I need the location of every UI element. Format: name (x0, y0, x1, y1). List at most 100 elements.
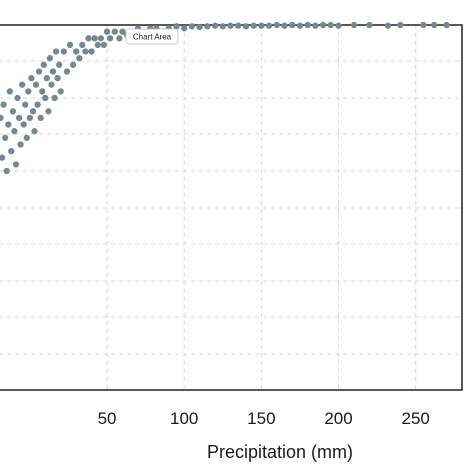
data-point-0-88 (335, 22, 342, 29)
data-point-0-53 (100, 41, 108, 49)
x-tick-label-250: 250 (402, 409, 430, 428)
data-point-0-86 (319, 21, 327, 29)
data-point-0-54 (103, 28, 111, 35)
tooltip-label: Chart Area (133, 33, 172, 42)
data-point-0-0 (0, 114, 4, 122)
data-point-0-4 (3, 167, 10, 175)
data-point-0-18 (25, 88, 32, 95)
data-point-0-94 (431, 21, 438, 29)
data-point-0-5 (5, 121, 12, 128)
chart-area-tooltip: Chart Area (125, 28, 179, 45)
data-point-0-28 (40, 61, 47, 68)
x-tick-label-50: 50 (98, 409, 117, 428)
data-point-0-52 (97, 35, 105, 42)
data-point-0-74 (227, 22, 234, 29)
x-tick-labels: 50 100 150 200 250 (98, 409, 430, 428)
data-point-0-48 (85, 35, 92, 42)
data-point-0-70 (196, 23, 203, 31)
data-point-0-72 (211, 22, 219, 29)
data-point-0-83 (296, 22, 304, 29)
data-point-0-36 (52, 48, 60, 55)
data-point-0-37 (54, 74, 61, 82)
data-point-0-84 (304, 21, 311, 29)
data-point-0-30 (43, 74, 50, 82)
data-point-0-73 (219, 23, 226, 30)
data-point-0-22 (31, 128, 38, 135)
data-point-0-25 (35, 68, 43, 75)
data-point-0-78 (258, 22, 265, 29)
data-point-0-21 (29, 108, 37, 115)
data-point-0-39 (57, 88, 64, 95)
data-point-0-41 (63, 68, 71, 75)
grid-lines (0, 25, 462, 390)
data-point-0-76 (242, 23, 250, 30)
data-points (0, 21, 450, 175)
data-point-0-44 (73, 48, 80, 55)
data-point-0-43 (69, 61, 77, 68)
data-point-0-23 (32, 81, 40, 88)
data-point-0-34 (49, 68, 57, 75)
data-point-0-95 (443, 21, 450, 29)
data-point-0-14 (19, 81, 26, 88)
data-point-0-3 (2, 134, 9, 141)
data-point-0-87 (327, 21, 334, 29)
data-point-0-42 (66, 41, 74, 49)
data-point-0-32 (46, 55, 54, 62)
data-point-0-19 (26, 114, 34, 122)
data-point-0-80 (273, 21, 280, 29)
data-point-0-69 (188, 23, 196, 30)
data-point-0-91 (384, 22, 392, 29)
data-point-0-51 (94, 41, 101, 49)
data-point-0-24 (34, 101, 41, 108)
data-point-0-38 (56, 61, 63, 68)
data-point-0-81 (281, 22, 288, 29)
data-point-0-9 (11, 128, 18, 135)
data-point-0-17 (23, 134, 30, 141)
data-point-0-7 (8, 147, 15, 155)
data-point-0-10 (12, 161, 20, 168)
data-point-0-57 (116, 35, 123, 42)
data-point-0-15 (20, 121, 27, 128)
data-point-0-90 (366, 21, 373, 29)
data-point-0-75 (235, 22, 242, 29)
data-point-0-6 (6, 88, 13, 95)
data-point-0-12 (15, 114, 23, 122)
data-point-0-77 (250, 22, 257, 29)
data-point-0-13 (17, 141, 24, 148)
data-point-0-71 (204, 23, 211, 30)
data-point-0-26 (37, 114, 44, 122)
data-point-0-85 (312, 22, 319, 29)
data-point-0-2 (0, 101, 7, 108)
data-point-0-29 (42, 94, 49, 102)
x-tick-label-100: 100 (170, 409, 198, 428)
x-tick-label-200: 200 (324, 409, 352, 428)
data-point-0-55 (106, 35, 114, 42)
data-point-0-27 (39, 88, 46, 95)
data-point-0-79 (265, 22, 273, 29)
data-point-0-46 (79, 41, 86, 49)
data-point-0-40 (60, 48, 67, 55)
data-point-0-47 (82, 48, 89, 55)
data-point-0-67 (173, 23, 180, 30)
data-point-0-56 (111, 28, 118, 35)
data-point-0-89 (350, 21, 358, 29)
data-point-0-93 (420, 21, 427, 29)
data-point-0-45 (76, 55, 83, 62)
data-point-0-50 (91, 35, 98, 42)
data-point-0-68 (181, 25, 188, 32)
data-point-0-11 (14, 94, 21, 102)
data-point-0-92 (397, 21, 404, 29)
data-point-0-31 (45, 108, 52, 115)
data-point-0-82 (289, 21, 296, 29)
data-point-0-20 (28, 74, 35, 82)
data-point-0-8 (9, 108, 17, 115)
data-point-0-16 (22, 101, 29, 108)
data-point-0-49 (88, 48, 95, 55)
data-point-0-58 (119, 28, 126, 35)
x-axis-title: Precipitation (mm) (207, 442, 353, 462)
x-tick-label-150: 150 (247, 409, 275, 428)
data-point-0-33 (48, 81, 55, 88)
data-point-0-1 (0, 154, 6, 161)
data-point-0-35 (51, 94, 58, 102)
